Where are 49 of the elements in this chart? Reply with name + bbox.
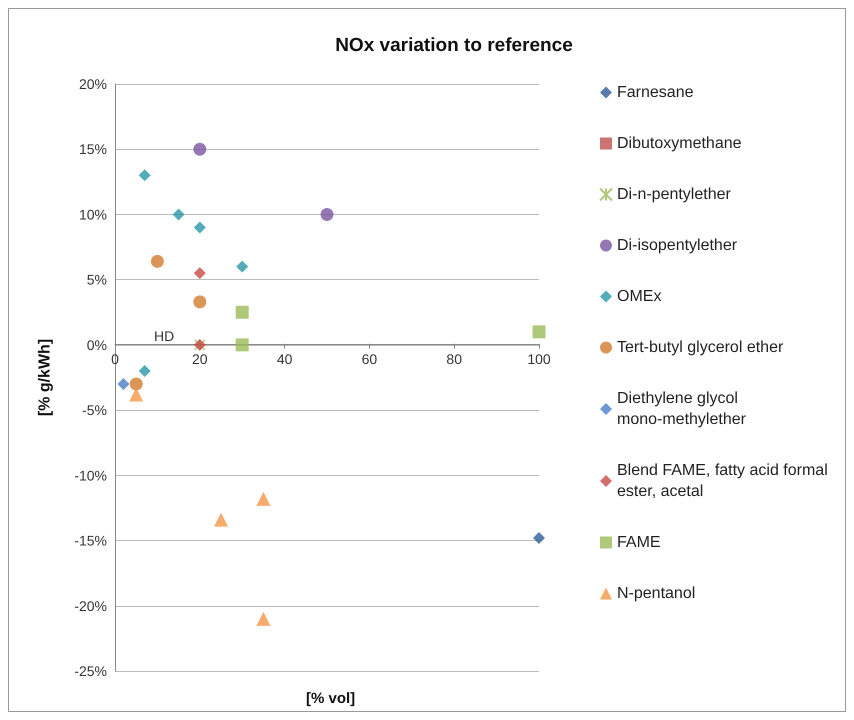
y-tick-label: 20% bbox=[78, 76, 107, 92]
y-tick-label: 10% bbox=[78, 206, 107, 222]
point bbox=[129, 387, 144, 402]
point bbox=[193, 295, 206, 308]
point bbox=[236, 306, 249, 319]
x-tick-label: 80 bbox=[446, 350, 462, 367]
point bbox=[138, 364, 151, 377]
point bbox=[150, 254, 164, 268]
y-tick-label: 0% bbox=[86, 336, 107, 353]
legend-label: FAME bbox=[617, 534, 661, 551]
point bbox=[117, 378, 130, 390]
chart-title: NOx variation to reference bbox=[335, 35, 573, 56]
point bbox=[194, 221, 206, 234]
legend-label: Diethylene glycol mono-methylether bbox=[617, 390, 747, 428]
x-tick-label: 100 bbox=[527, 350, 551, 367]
point bbox=[193, 142, 206, 156]
y-tick-label: 15% bbox=[78, 141, 107, 158]
point bbox=[532, 325, 546, 338]
point bbox=[214, 512, 228, 527]
legend-label: Blend FAME, fatty acid formal ester, acetal bbox=[617, 462, 832, 500]
point bbox=[138, 169, 151, 182]
y-axis-title: [% g/kWh] bbox=[36, 338, 54, 416]
point bbox=[256, 612, 270, 626]
x-tick-label: 20 bbox=[192, 350, 208, 367]
y-tick-label: 5% bbox=[86, 272, 107, 288]
y-tick-label: -20% bbox=[74, 598, 107, 614]
x-tick-label: 40 bbox=[276, 350, 293, 367]
legend-label: Tert-butyl glycerol ether bbox=[617, 339, 784, 356]
point bbox=[320, 208, 334, 221]
y-tick-label: -10% bbox=[74, 467, 107, 484]
x-axis-title: [% vol] bbox=[306, 690, 356, 707]
annotation: HD bbox=[154, 328, 174, 344]
y-tick-label: -5% bbox=[82, 402, 107, 418]
legend-label: Di-isopentylether bbox=[617, 237, 738, 254]
point bbox=[533, 532, 545, 544]
legend-label: Farnesane bbox=[617, 84, 694, 101]
y-tick-label: -25% bbox=[74, 663, 107, 679]
legend-label: OMEx bbox=[617, 288, 662, 305]
point bbox=[236, 260, 248, 273]
point bbox=[236, 338, 249, 352]
y-tick-label: -15% bbox=[74, 532, 107, 549]
point bbox=[256, 492, 270, 506]
point bbox=[172, 208, 185, 220]
legend-label: Di-n-pentylether bbox=[617, 186, 732, 203]
point bbox=[194, 267, 206, 280]
point bbox=[130, 378, 143, 391]
legend-label: Dibutoxymethane bbox=[617, 135, 742, 152]
x-tick-label: 60 bbox=[362, 350, 378, 367]
legend-label: N-pentanol bbox=[617, 585, 696, 602]
